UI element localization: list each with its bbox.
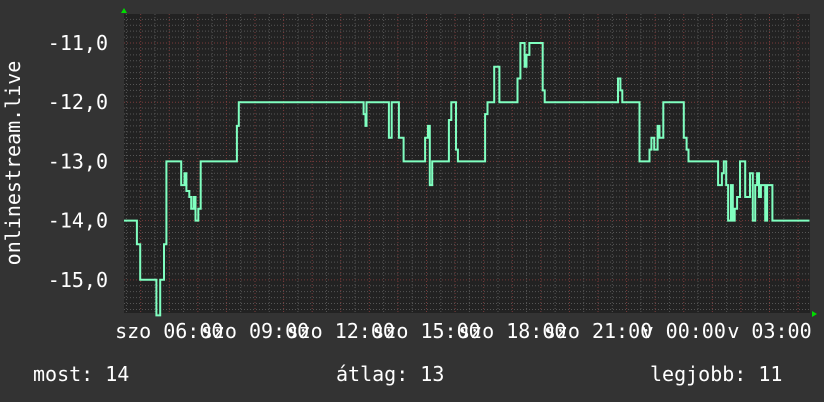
series-line: [124, 42, 810, 317]
plot-area: [124, 14, 810, 313]
x-tick-label: szo 21:00: [544, 319, 652, 343]
x-tick-label: szo 09:00: [201, 319, 309, 343]
y-tick-label: -11,0: [48, 31, 108, 55]
x-tick-label: v 00:00: [642, 319, 726, 343]
x-tick-label: szo 18:00: [458, 319, 566, 343]
y-axis-arrow-icon: [121, 8, 127, 13]
grid: [124, 14, 810, 313]
y-axis: -11,0 -12,0 -13,0 -14,0 -15,0: [48, 31, 108, 292]
x-tick-label: v 03:00: [727, 319, 811, 343]
legend-current: most: 14: [33, 362, 130, 386]
y-tick-label: -12,0: [48, 90, 108, 114]
y-tick-label: -15,0: [48, 268, 108, 292]
y-tick-label: -14,0: [48, 209, 108, 233]
legend-best: legjobb: 11: [650, 362, 783, 386]
y-tick-label: -13,0: [48, 149, 108, 173]
x-tick-label: szo 12:00: [287, 319, 395, 343]
x-tick-label: szo 15:00: [372, 319, 480, 343]
y-axis-label: onlinestream.live: [1, 61, 25, 266]
x-tick-label: szo 06:00: [115, 319, 223, 343]
x-axis-arrow-icon: [812, 311, 817, 317]
legend-average: átlag: 13: [336, 362, 445, 386]
